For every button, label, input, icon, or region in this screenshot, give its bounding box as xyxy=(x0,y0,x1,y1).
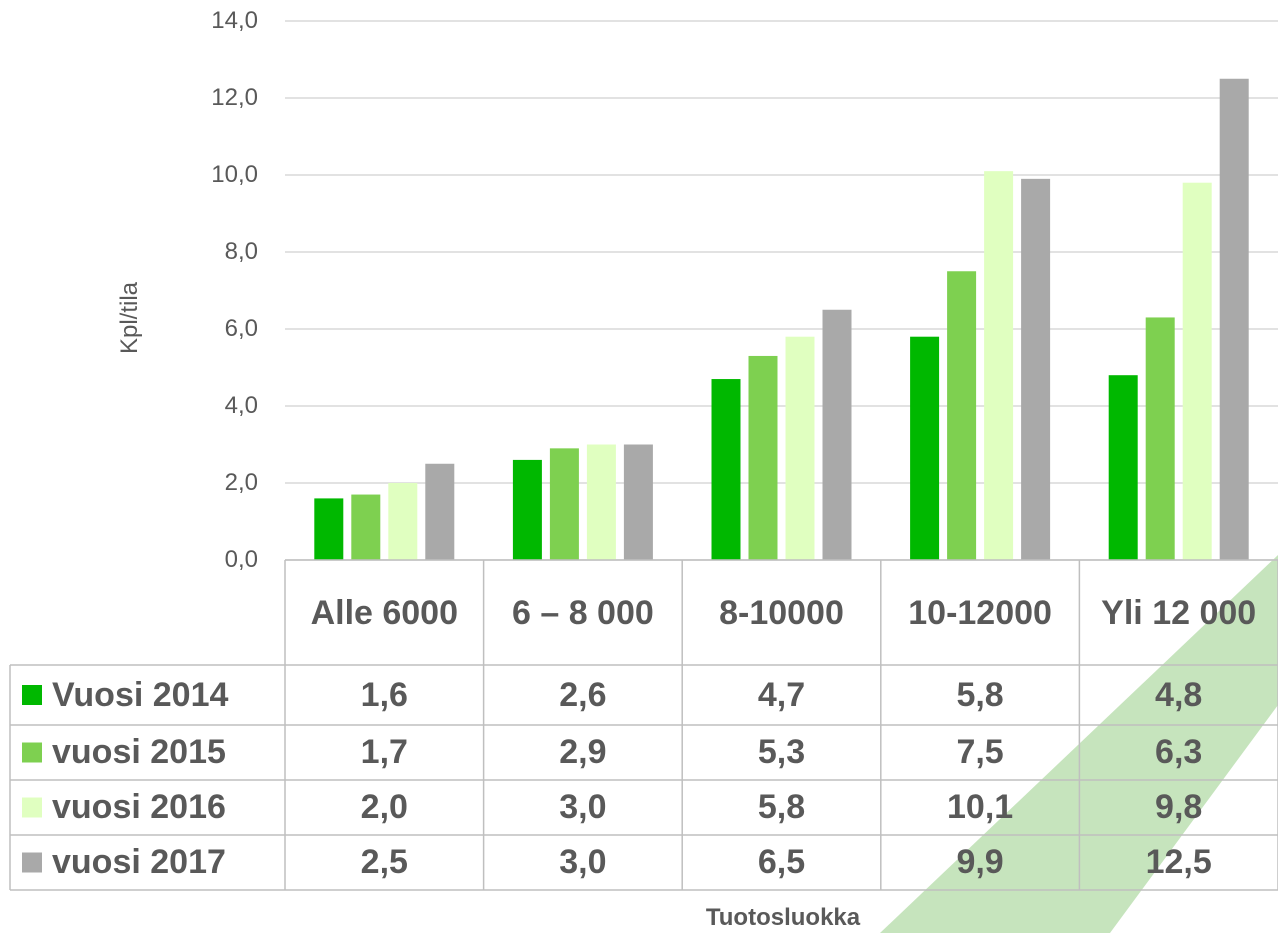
data-label: 7,5 xyxy=(956,733,1004,771)
legend-label: vuosi 2015 xyxy=(52,733,226,771)
x-tick-label: Alle 6000 xyxy=(310,593,459,632)
y-tick-label: 14,0 xyxy=(211,7,258,34)
legend-label: vuosi 2016 xyxy=(52,788,226,826)
bar xyxy=(1021,178,1051,560)
data-label: 5,8 xyxy=(757,788,806,826)
data-label: 4,7 xyxy=(757,675,806,714)
bar xyxy=(748,355,778,560)
bar xyxy=(984,171,1014,560)
data-label: 2,5 xyxy=(360,843,408,881)
legend-swatch xyxy=(22,852,42,873)
bar xyxy=(1145,317,1175,560)
x-tick-label: 10-12000 xyxy=(908,593,1052,632)
bar xyxy=(947,271,977,560)
data-label: 5,3 xyxy=(757,733,806,771)
y-tick-label: 12,0 xyxy=(211,84,258,111)
data-label: 5,8 xyxy=(956,675,1004,714)
x-axis-label: Tuotosluokka xyxy=(705,904,861,931)
data-label: 6,5 xyxy=(757,843,806,881)
bar xyxy=(1219,78,1249,560)
y-tick-label: 2,0 xyxy=(224,469,258,496)
legend-swatch xyxy=(22,742,42,763)
bar xyxy=(549,448,579,560)
x-tick-label: 6 – 8 000 xyxy=(511,593,654,632)
y-axis-label: Kpl/tila xyxy=(116,281,143,355)
data-label: 3,0 xyxy=(559,843,607,881)
data-label: 1,6 xyxy=(360,675,408,714)
x-tick-label: 8-10000 xyxy=(719,593,844,632)
y-tick-label: 0,0 xyxy=(224,546,258,573)
data-label: 9,9 xyxy=(956,843,1004,881)
bar xyxy=(314,498,344,560)
data-label: 12,5 xyxy=(1145,843,1212,881)
data-label: 3,0 xyxy=(559,788,607,826)
data-label: 1,7 xyxy=(360,733,408,771)
data-label: 2,9 xyxy=(559,733,607,771)
bar xyxy=(623,444,653,560)
bar xyxy=(785,336,815,560)
bar xyxy=(711,379,741,560)
data-label: 9,8 xyxy=(1155,788,1203,826)
bar xyxy=(425,463,455,560)
legend-swatch xyxy=(22,685,42,705)
bar xyxy=(1108,375,1138,560)
data-label: 2,0 xyxy=(360,788,408,826)
bar xyxy=(512,459,542,560)
legend-label: Vuosi 2014 xyxy=(52,675,229,714)
bar xyxy=(1182,182,1212,560)
x-tick-label: Yli 12 000 xyxy=(1101,593,1257,632)
data-label: 10,1 xyxy=(947,788,1014,826)
bar xyxy=(388,483,418,560)
bar xyxy=(351,494,381,560)
y-tick-label: 4,0 xyxy=(224,392,258,419)
y-tick-label: 10,0 xyxy=(211,161,258,188)
data-label: 2,6 xyxy=(559,675,607,714)
y-tick-label: 8,0 xyxy=(224,238,258,265)
data-label: 4,8 xyxy=(1155,675,1203,714)
data-label: 6,3 xyxy=(1155,733,1203,771)
legend-label: vuosi 2017 xyxy=(52,843,226,881)
y-tick-label: 6,0 xyxy=(224,315,258,342)
legend-swatch xyxy=(22,797,42,818)
bar xyxy=(822,309,852,560)
bar xyxy=(586,444,616,560)
bar xyxy=(910,336,940,560)
